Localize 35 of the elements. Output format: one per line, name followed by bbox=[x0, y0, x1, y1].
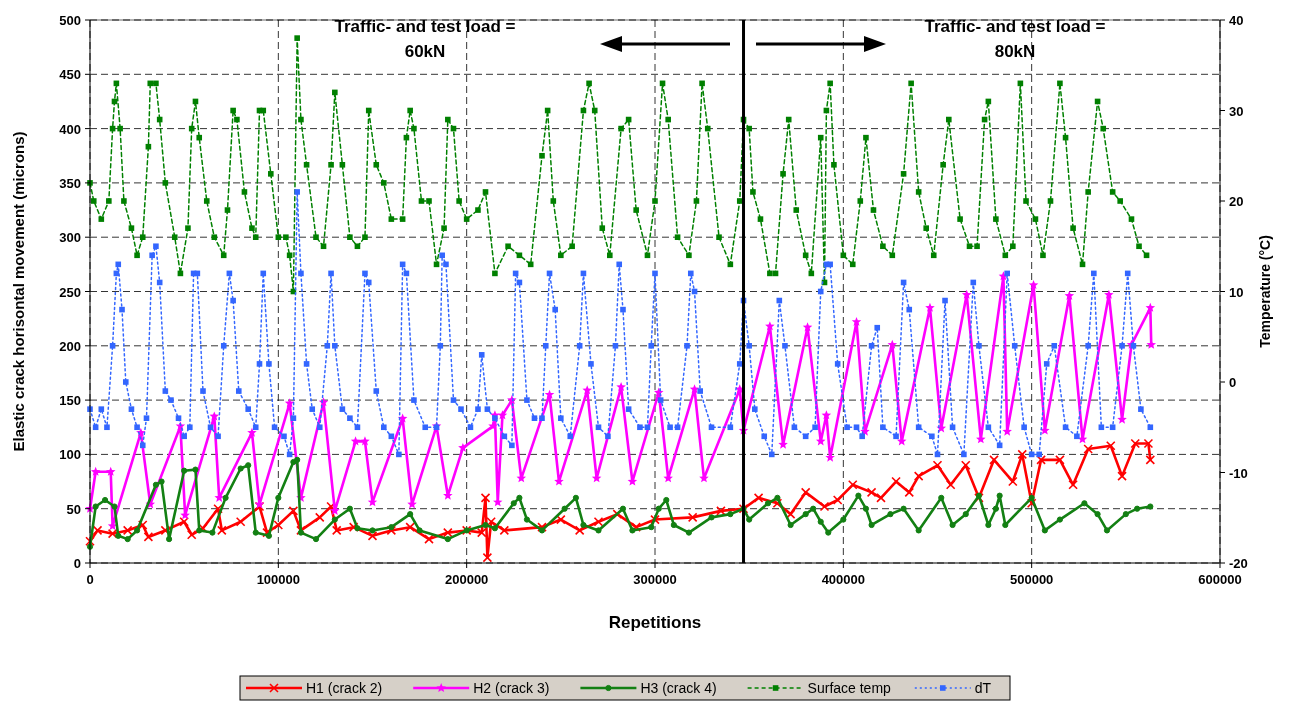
y-tick-label: 500 bbox=[59, 13, 81, 28]
x-tick-label: 0 bbox=[86, 572, 94, 587]
x-tick-label: 500000 bbox=[1009, 572, 1054, 587]
x-tick-label: 100000 bbox=[256, 572, 301, 587]
annotation: Traffic- and test load = 60kN bbox=[334, 17, 516, 61]
y-tick-label: 400 bbox=[59, 121, 81, 137]
y-tick-label: 200 bbox=[59, 338, 81, 354]
y-tick-label: 0 bbox=[73, 556, 81, 571]
y-tick-label: 350 bbox=[59, 175, 81, 191]
legend-label: H2 (crack 3) bbox=[473, 680, 550, 696]
y-tick-label: 450 bbox=[59, 67, 81, 83]
y-tick-label: 150 bbox=[59, 393, 81, 409]
y2-tick-label: 0 bbox=[1229, 375, 1237, 390]
annotation: Traffic- and test load = 80kN bbox=[924, 17, 1106, 61]
y2-tick-label: -10 bbox=[1229, 465, 1248, 481]
y-tick-label: 50 bbox=[66, 501, 81, 517]
x-tick-label: 400000 bbox=[821, 572, 866, 587]
y2-tick-label: 30 bbox=[1229, 103, 1244, 119]
legend-label: H1 (crack 2) bbox=[306, 680, 383, 696]
y2-tick-label: 10 bbox=[1229, 284, 1244, 300]
y2-tick-label: -20 bbox=[1229, 556, 1248, 571]
x-tick-label: 600000 bbox=[1198, 572, 1242, 587]
y2-axis-title: Temperature (°C) bbox=[1257, 235, 1273, 348]
x-tick-label: 200000 bbox=[444, 572, 489, 587]
legend-label: Surface temp bbox=[807, 680, 892, 696]
legend-label: dT bbox=[974, 680, 992, 696]
y-tick-label: 250 bbox=[59, 284, 81, 300]
y2-tick-label: 20 bbox=[1229, 194, 1244, 209]
x-axis-title: Repetitions bbox=[608, 613, 702, 632]
legend-label: H3 (crack 4) bbox=[640, 680, 717, 696]
x-tick-label: 300000 bbox=[633, 572, 677, 587]
y-tick-label: 100 bbox=[59, 447, 81, 463]
y-tick-label: 300 bbox=[59, 230, 81, 246]
y2-tick-label: 40 bbox=[1229, 13, 1244, 28]
y-axis-title: Elastic crack horisontal movement (microns) bbox=[10, 131, 27, 452]
